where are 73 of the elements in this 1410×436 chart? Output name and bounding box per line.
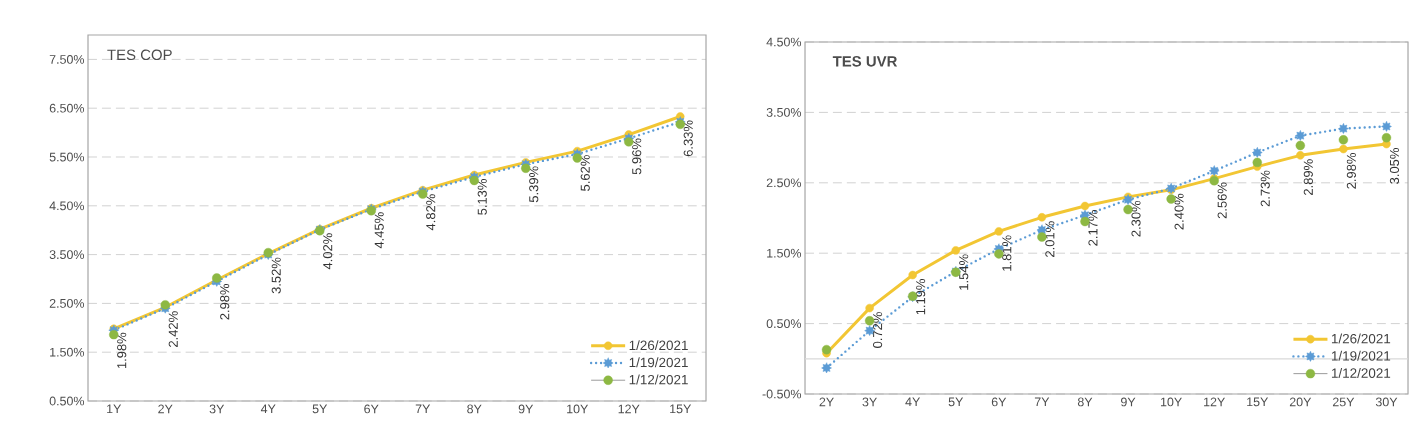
data-label: 2.89% xyxy=(1303,159,1313,195)
x-tick-label: 2Y xyxy=(158,404,173,414)
data-label: 5.13% xyxy=(477,179,487,215)
legend-label: 1/26/2021 xyxy=(1331,333,1391,344)
legend-label: 1/26/2021 xyxy=(629,340,688,351)
y-tick-label: 6.50% xyxy=(49,103,85,113)
data-label: 2.98% xyxy=(220,284,230,320)
data-label: 2.73% xyxy=(1260,170,1270,207)
data-label: 5.62% xyxy=(580,155,590,191)
data-label: 2.17% xyxy=(1088,210,1098,246)
x-tick-label: 3Y xyxy=(862,397,877,407)
x-tick-label: 9Y xyxy=(518,404,534,414)
data-label: 3.52% xyxy=(271,257,281,294)
y-tick-label: 2.50% xyxy=(766,178,802,188)
data-label: 1.54% xyxy=(959,254,969,290)
x-tick-label: 30Y xyxy=(1375,397,1398,407)
x-tick-label: 7Y xyxy=(415,404,431,414)
x-tick-label: 9Y xyxy=(1121,397,1136,407)
x-tick-label: 5Y xyxy=(312,404,328,414)
y-tick-label: 0.50% xyxy=(49,396,85,406)
data-label: 1.81% xyxy=(1002,235,1012,271)
data-label: 2.42% xyxy=(168,311,178,347)
x-tick-label: 5Y xyxy=(948,397,964,407)
x-tick-label: 20Y xyxy=(1289,397,1312,407)
legend-label: 1/12/2021 xyxy=(629,374,688,385)
x-tick-label: 10Y xyxy=(567,404,589,414)
y-tick-label: 2.50% xyxy=(49,299,85,308)
x-tick-label: 7Y xyxy=(1034,397,1050,407)
y-tick-label: 3.50% xyxy=(49,250,85,260)
y-tick-label: 4.50% xyxy=(766,37,802,47)
data-label: 4.82% xyxy=(426,194,436,231)
x-tick-label: 12Y xyxy=(1204,397,1225,407)
y-tick-label: 1.50% xyxy=(767,248,802,258)
data-label: 5.96% xyxy=(632,138,642,175)
data-label: 5.39% xyxy=(529,166,539,203)
data-label: 0.72% xyxy=(873,312,883,348)
y-tick-label: 7.50% xyxy=(49,55,85,64)
text: TES COP xyxy=(107,49,172,61)
y-tick-label: 3.50% xyxy=(766,108,802,117)
y-tick-label: 4.50% xyxy=(49,201,85,211)
y-tick-label: 5.50% xyxy=(49,152,85,162)
data-label: 4.02% xyxy=(323,233,333,270)
y-tick-label: 0.50% xyxy=(766,319,802,329)
data-label: 6.33% xyxy=(683,120,693,157)
y-tick-label: -0.50% xyxy=(762,389,802,399)
legend-label: 1/19/2021 xyxy=(1331,350,1391,361)
x-tick-label: 4Y xyxy=(260,404,276,414)
data-label: 2.98% xyxy=(1346,153,1356,189)
data-label: 1.98% xyxy=(117,332,127,369)
x-tick-label: 10Y xyxy=(1161,397,1182,407)
data-label: 4.45% xyxy=(374,212,384,249)
data-label: 3.05% xyxy=(1389,148,1400,184)
x-tick-label: 1Y xyxy=(107,404,122,414)
x-tick-label: 8Y xyxy=(467,404,482,414)
data-label: 2.56% xyxy=(1217,182,1227,219)
x-tick-label: 15Y xyxy=(1247,397,1269,407)
legend-label: 1/19/2021 xyxy=(629,357,688,368)
y-tick-label: 1.50% xyxy=(50,347,85,357)
data-label: 1.19% xyxy=(916,279,926,315)
x-tick-label: 3Y xyxy=(209,404,225,414)
x-tick-label: 12Y xyxy=(618,404,640,414)
data-label: 2.40% xyxy=(1174,193,1184,230)
x-tick-label: 6Y xyxy=(364,404,379,414)
x-tick-label: 25Y xyxy=(1332,397,1355,407)
x-tick-label: 4Y xyxy=(905,397,921,407)
x-tick-label: 2Y xyxy=(819,397,834,407)
text: TES UVR xyxy=(832,56,898,67)
x-tick-label: 8Y xyxy=(1077,397,1093,407)
legend-label: 1/12/2021 xyxy=(1331,368,1391,378)
x-tick-label: 15Y xyxy=(670,404,692,414)
data-label: 2.01% xyxy=(1045,221,1055,257)
data-label: 2.30% xyxy=(1131,200,1141,237)
x-tick-label: 6Y xyxy=(991,397,1007,407)
